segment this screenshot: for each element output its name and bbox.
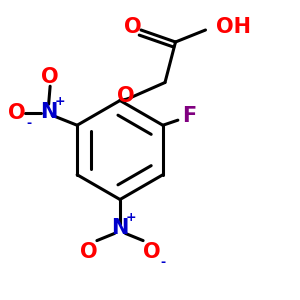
Text: F: F (182, 106, 196, 126)
Text: OH: OH (216, 17, 251, 37)
Text: N: N (111, 218, 129, 238)
Text: O: O (80, 242, 97, 262)
Text: +: + (55, 95, 65, 108)
Text: -: - (26, 117, 31, 130)
Text: O: O (143, 242, 160, 262)
Text: O: O (41, 67, 59, 87)
Text: O: O (117, 86, 135, 106)
Text: O: O (124, 17, 141, 37)
Text: O: O (8, 103, 26, 123)
Text: N: N (40, 102, 57, 122)
Text: -: - (160, 256, 166, 269)
Text: +: + (126, 211, 137, 224)
